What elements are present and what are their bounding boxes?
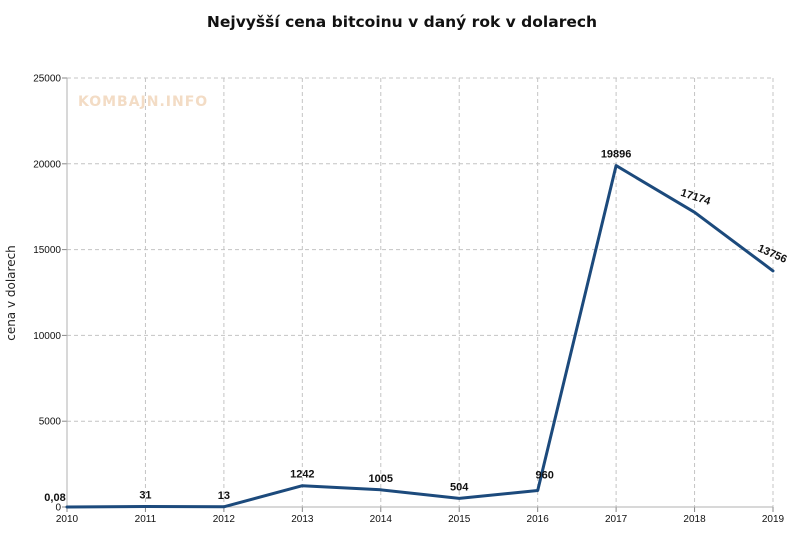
x-tick-label: 2015 — [448, 514, 471, 525]
x-tick-label: 2013 — [291, 514, 314, 525]
data-label: 960 — [535, 470, 553, 482]
y-tick-label: 0 — [55, 503, 61, 514]
series-line — [65, 164, 775, 509]
watermark: KOMBAJN.INFO — [78, 94, 208, 110]
data-label: 0,08 — [44, 492, 65, 504]
x-tick-label: 2014 — [370, 514, 393, 525]
y-axis-title: cena v dolarech — [4, 245, 18, 341]
series-line-group — [65, 164, 775, 509]
chart-title: Nejvyšší cena bitcoinu v daný rok v dola… — [207, 13, 597, 31]
y-tick-label: 10000 — [33, 331, 61, 342]
gridlines — [67, 77, 774, 507]
axes: 0 5000 10000 15000 20000 25000 2010 2011 2012 201… — [33, 74, 784, 526]
y-tick-label: 25000 — [33, 74, 61, 85]
x-tick-label: 2018 — [683, 514, 706, 525]
data-label: 1242 — [290, 469, 314, 481]
x-tick-label: 2012 — [213, 514, 236, 525]
data-label: 1005 — [369, 473, 393, 485]
x-tick-label: 2016 — [527, 514, 550, 525]
data-label: 13 — [218, 490, 230, 502]
y-tick-label: 5000 — [39, 417, 62, 428]
data-label: 504 — [450, 481, 469, 493]
data-label: 19896 — [601, 149, 632, 161]
y-tick-label: 20000 — [33, 159, 61, 170]
data-label: 31 — [139, 489, 151, 501]
x-tick-label: 2010 — [56, 514, 79, 525]
y-tick-label: 15000 — [33, 245, 61, 256]
x-tick-label: 2011 — [135, 514, 157, 525]
x-tick-label: 2019 — [762, 514, 785, 525]
x-tick-label: 2017 — [605, 514, 628, 525]
